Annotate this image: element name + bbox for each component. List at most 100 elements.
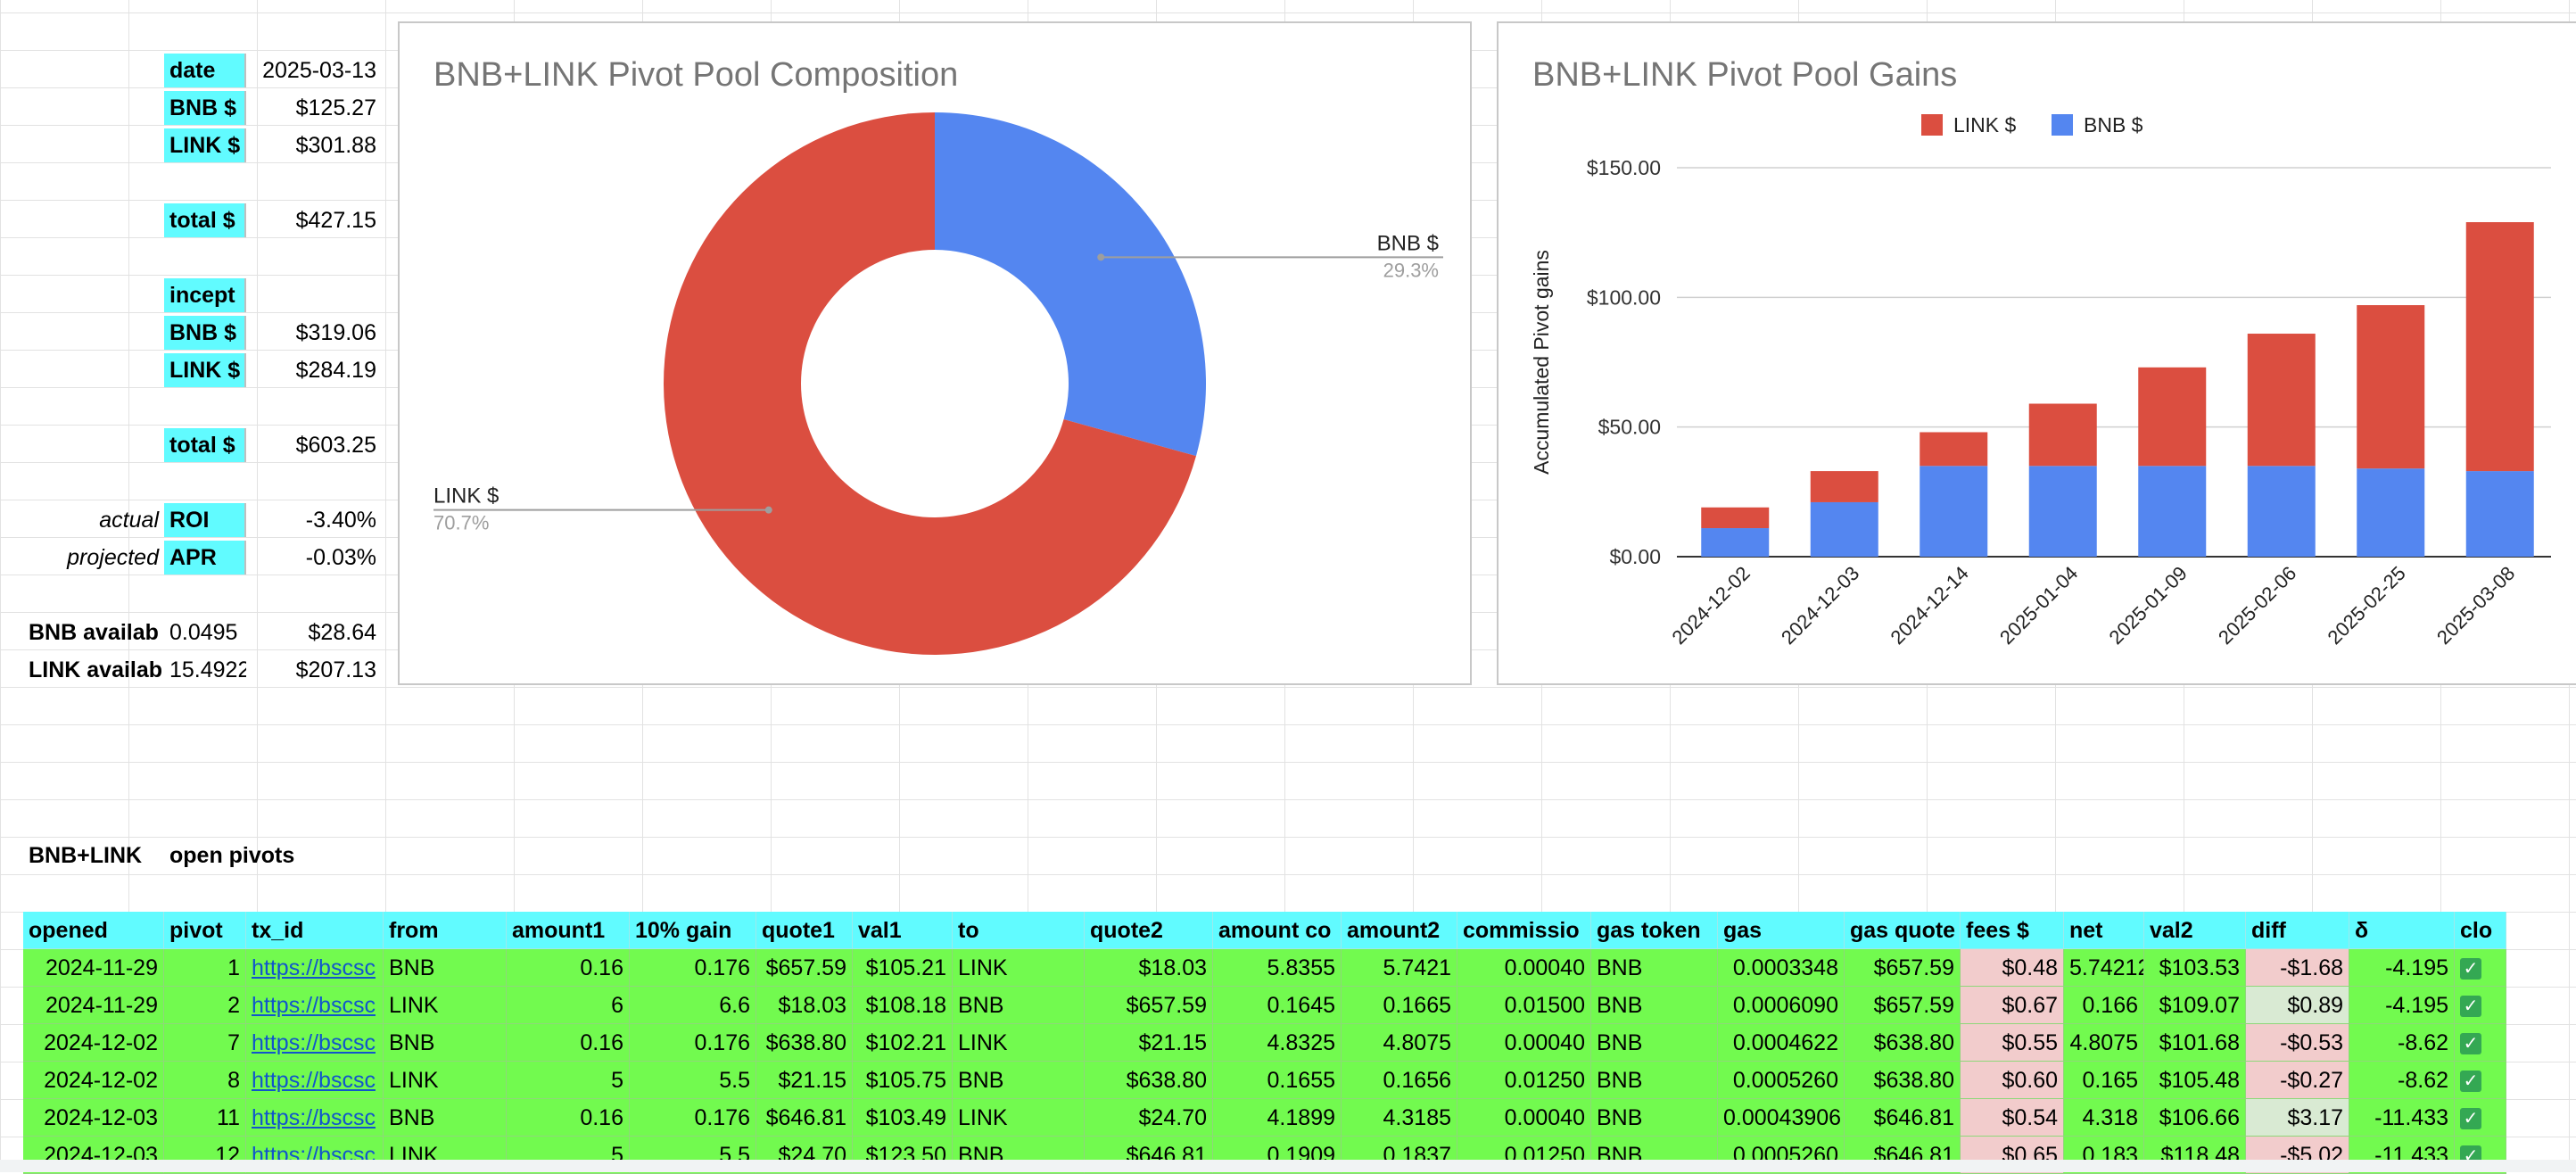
column-header-diff[interactable]: diff [2246, 912, 2349, 949]
column-header-val1[interactable]: val1 [853, 912, 953, 949]
cell-net[interactable]: 4.318 [2064, 1099, 2144, 1137]
column-header-val2[interactable]: val2 [2144, 912, 2246, 949]
cell-gas-token[interactable]: BNB [1591, 1024, 1718, 1062]
cell-opened[interactable]: 2024-11-29 [23, 949, 164, 987]
column-header-commissio[interactable]: commissio [1457, 912, 1591, 949]
checkbox-checked-icon[interactable]: ✓ [2460, 1033, 2481, 1055]
bar-bnb-2025-02-25[interactable] [2357, 468, 2425, 557]
cell-val2[interactable]: $106.66 [2144, 1099, 2246, 1137]
bnb-value[interactable]: $125.27 [295, 95, 376, 120]
cell-diff[interactable]: -$0.53 [2246, 1024, 2349, 1062]
cell-amount2[interactable]: 5.7421 [1342, 949, 1457, 987]
cell-gas-quote[interactable]: $657.59 [1845, 987, 1961, 1024]
cell-to[interactable]: LINK [953, 1024, 1085, 1062]
cell-amount1[interactable]: 0.16 [507, 1024, 630, 1062]
column-header-10--gain[interactable]: 10% gain [630, 912, 756, 949]
cell-fees--[interactable]: $0.54 [1961, 1099, 2064, 1137]
incept-total-value[interactable]: $603.25 [295, 433, 376, 458]
cell-quote2[interactable]: $657.59 [1085, 987, 1213, 1024]
cell--[interactable]: -8.62 [2349, 1062, 2455, 1099]
section-label[interactable]: BNB+LINK [29, 843, 143, 868]
bnb-available-label[interactable]: BNB availab [29, 620, 159, 645]
cell-quote2[interactable]: $18.03 [1085, 949, 1213, 987]
cell-amount2[interactable]: 0.1656 [1342, 1062, 1457, 1099]
cell-val2[interactable]: $101.68 [2144, 1024, 2246, 1062]
composition-chart[interactable]: BNB+LINK Pivot Pool Composition BNB $ 29.… [398, 21, 1472, 685]
column-header--[interactable]: δ [2349, 912, 2455, 949]
cell-tx-id[interactable]: https://bscsc [246, 1024, 384, 1062]
cell-quote1[interactable]: $646.81 [756, 1099, 853, 1137]
column-header-fees--[interactable]: fees $ [1961, 912, 2064, 949]
cell-10--gain[interactable]: 0.176 [630, 949, 756, 987]
cell-opened[interactable]: 2024-11-29 [23, 987, 164, 1024]
cell-val2[interactable]: $103.53 [2144, 949, 2246, 987]
cell-from[interactable]: BNB [384, 949, 507, 987]
bar-bnb-2024-12-03[interactable] [1810, 501, 1878, 557]
apr-value[interactable]: -0.03% [305, 545, 376, 570]
cell-val1[interactable]: $103.49 [853, 1099, 953, 1137]
checkbox-checked-icon[interactable]: ✓ [2460, 1071, 2481, 1093]
cell-val2[interactable]: $109.07 [2144, 987, 2246, 1024]
cell-to[interactable]: LINK [953, 1099, 1085, 1137]
cell-tx-id[interactable]: https://bscsc [246, 987, 384, 1024]
cell-quote1[interactable]: $657.59 [756, 949, 853, 987]
cell-to[interactable]: BNB [953, 1062, 1085, 1099]
cell-from[interactable]: BNB [384, 1099, 507, 1137]
cell-tx-id[interactable]: https://bscsc [246, 1062, 384, 1099]
cell-fees--[interactable]: $0.48 [1961, 949, 2064, 987]
bar-link-2024-12-02[interactable] [1701, 507, 1770, 529]
bar-bnb-2025-01-09[interactable] [2138, 466, 2207, 557]
column-header-from[interactable]: from [384, 912, 507, 949]
cell-pivot[interactable]: 8 [164, 1062, 246, 1099]
column-header-net[interactable]: net [2064, 912, 2144, 949]
cell-gas[interactable]: 0.0004622 [1718, 1024, 1845, 1062]
cell-commissio[interactable]: 0.00040 [1457, 1099, 1591, 1137]
donut-slice-link[interactable] [664, 112, 1196, 655]
bnb-available-value[interactable]: $28.64 [308, 620, 376, 645]
cell-pivot[interactable]: 11 [164, 1099, 246, 1137]
cell-opened[interactable]: 2024-12-02 [23, 1024, 164, 1062]
cell-10--gain[interactable]: 0.176 [630, 1024, 756, 1062]
cell-quote2[interactable]: $21.15 [1085, 1024, 1213, 1062]
cell-gas-quote[interactable]: $638.80 [1845, 1024, 1961, 1062]
cell--[interactable]: -4.195 [2349, 987, 2455, 1024]
link-available-value[interactable]: $207.13 [295, 657, 376, 682]
cell-fees--[interactable]: $0.67 [1961, 987, 2064, 1024]
checkbox-checked-icon[interactable]: ✓ [2460, 958, 2481, 980]
bar-link-2024-12-03[interactable] [1810, 471, 1878, 502]
cell-quote1[interactable]: $21.15 [756, 1062, 853, 1099]
cell-tx-id[interactable]: https://bscsc [246, 1099, 384, 1137]
incept-bnb-label[interactable]: BNB $ [164, 316, 246, 350]
cell-gas-quote[interactable]: $638.80 [1845, 1062, 1961, 1099]
gains-chart[interactable]: BNB+LINK Pivot Pool Gains $0.00 $50.00 $10… [1497, 21, 2576, 685]
section-sublabel[interactable]: open pivots [169, 843, 295, 868]
cell-gas-token[interactable]: BNB [1591, 1099, 1718, 1137]
cell-net[interactable]: 5.74212 [2064, 949, 2144, 987]
bar-link-2025-02-25[interactable] [2357, 305, 2425, 469]
cell-amount1[interactable]: 0.16 [507, 1099, 630, 1137]
cell-gas-quote[interactable]: $646.81 [1845, 1099, 1961, 1137]
cell-gas[interactable]: 0.0006090 [1718, 987, 1845, 1024]
column-header-to[interactable]: to [953, 912, 1085, 949]
bar-bnb-2025-03-08[interactable] [2465, 471, 2534, 557]
total-value[interactable]: $427.15 [295, 208, 376, 233]
cell-net[interactable]: 0.165 [2064, 1062, 2144, 1099]
column-header-pivot[interactable]: pivot [164, 912, 246, 949]
cell-quote2[interactable]: $638.80 [1085, 1062, 1213, 1099]
cell-val1[interactable]: $108.18 [853, 987, 953, 1024]
cell-quote1[interactable]: $18.03 [756, 987, 853, 1024]
link-available-amount[interactable]: 15.4922 [169, 657, 246, 682]
cell-amount2[interactable]: 0.1665 [1342, 987, 1457, 1024]
cell-amount1[interactable]: 5 [507, 1062, 630, 1099]
link-value[interactable]: $301.88 [295, 133, 376, 158]
cell-pivot[interactable]: 2 [164, 987, 246, 1024]
cell-tx-id[interactable]: https://bscsc [246, 949, 384, 987]
cell--[interactable]: -8.62 [2349, 1024, 2455, 1062]
link-available-label[interactable]: LINK availab [29, 657, 163, 682]
cell-val1[interactable]: $102.21 [853, 1024, 953, 1062]
column-header-quote1[interactable]: quote1 [756, 912, 853, 949]
cell-gas-quote[interactable]: $657.59 [1845, 949, 1961, 987]
cell-gas[interactable]: 0.0003348 [1718, 949, 1845, 987]
column-header-amount2[interactable]: amount2 [1342, 912, 1457, 949]
cell-diff[interactable]: $0.89 [2246, 987, 2349, 1024]
